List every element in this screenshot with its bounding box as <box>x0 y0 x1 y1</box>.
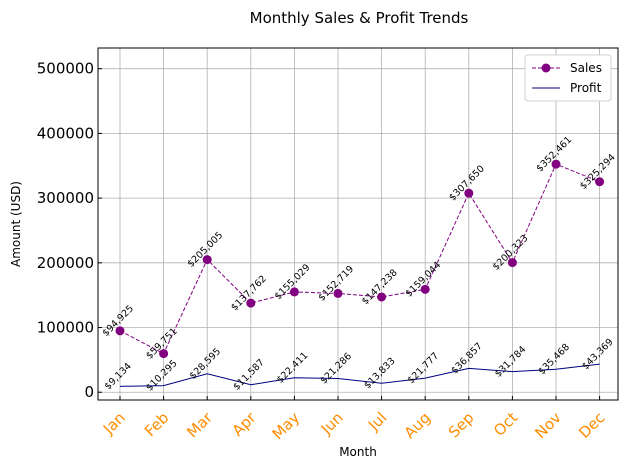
x-tick-label: Aug <box>401 409 434 442</box>
legend-sales-marker <box>542 64 551 73</box>
data-label-sales: $152,719 <box>316 264 356 304</box>
x-tick-label: Jul <box>364 409 390 435</box>
x-axis-label: Month <box>339 445 377 459</box>
data-label-profit: $9,134 <box>103 361 134 392</box>
data-label-sales: $200,323 <box>491 233 531 273</box>
y-tick-label: 0 <box>84 383 94 401</box>
x-tick-label: Nov <box>531 409 565 443</box>
series-layer <box>116 160 605 387</box>
data-label-profit: $35,468 <box>536 342 572 378</box>
x-tick-label: Dec <box>575 409 608 442</box>
data-label-profit: $21,777 <box>406 351 442 387</box>
data-label-sales: $325,294 <box>578 152 618 192</box>
x-tick-label: Sep <box>445 409 478 442</box>
data-label-sales: $205,005 <box>186 230 226 270</box>
data-label-sales: $147,238 <box>360 267 400 307</box>
x-tick-label: Mar <box>183 408 216 441</box>
data-label-profit: $10,295 <box>144 358 180 394</box>
x-tick-label: Feb <box>141 409 173 441</box>
chart-title: Monthly Sales & Profit Trends <box>250 9 469 27</box>
y-tick-label: 400000 <box>37 124 94 142</box>
data-label-profit: $21,286 <box>318 351 354 387</box>
y-ticks: 0 100000 200000 300000 400000 500000 <box>37 60 102 402</box>
x-tick-label: Oct <box>490 409 521 440</box>
data-label-sales: $137,762 <box>229 273 269 313</box>
data-label-sales: $159,044 <box>404 260 444 300</box>
data-label-sales: $155,029 <box>273 262 313 302</box>
y-tick-label: 500000 <box>37 60 94 78</box>
x-tick-label: Jan <box>99 409 129 439</box>
data-label-profit: $11,587 <box>231 357 267 393</box>
legend-profit-label: Profit <box>570 81 602 95</box>
data-label-profit: $43,369 <box>580 337 616 373</box>
data-label-profit: $13,833 <box>362 356 398 392</box>
data-labels: $94,925$59,751$205,005$137,762 $155,029 $1… <box>100 134 617 393</box>
legend-sales-label: Sales <box>570 61 602 75</box>
y-tick-label: 300000 <box>37 189 94 207</box>
x-tick-label: Jun <box>317 409 347 439</box>
x-tick-label: Apr <box>229 408 261 440</box>
data-label-profit: $22,411 <box>275 350 311 386</box>
x-tick-label: May <box>269 409 304 444</box>
data-label-profit: $31,784 <box>493 344 529 380</box>
legend: Sales Profit <box>525 55 611 101</box>
y-tick-label: 200000 <box>37 254 94 272</box>
y-axis-label: Amount (USD) <box>9 181 23 267</box>
y-tick-label: 100000 <box>37 319 94 337</box>
x-ticks: Jan Feb Mar Apr May Jun Jul Aug Sep Oct Nov Dec <box>99 396 608 443</box>
data-label-profit: $36,857 <box>449 341 485 377</box>
